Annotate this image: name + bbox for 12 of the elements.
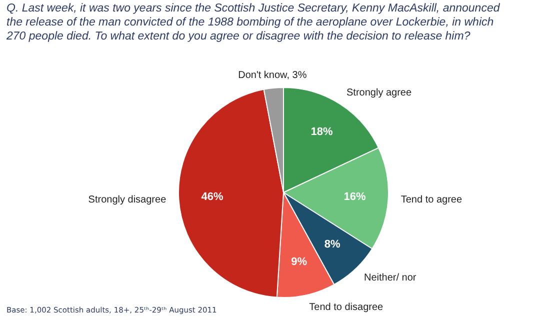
slice-label: Tend to agree <box>400 194 462 206</box>
data-label: 9% <box>291 256 308 268</box>
data-label: 46% <box>201 190 224 203</box>
slice-label: Strongly disagree <box>88 194 167 206</box>
chart-title: Q. Last week, it was two years since the Scottish Justice Secretary, Kenny MacAskill, announced the release of the man convicted of the 1988 bombing of the aeroplane over Lockerbie, in which 270 people died. To what extent do you agree or disagree with the decision to release him? <box>6 2 500 42</box>
slice-label: Strongly agree <box>346 88 412 99</box>
data-label: 18% <box>310 126 333 138</box>
slice-label: Don't know, 3% <box>238 70 307 81</box>
data-label: 8% <box>324 238 341 251</box>
slice-label: Neither/ nor <box>364 272 417 284</box>
slice-label: Tend to disagree <box>309 302 384 313</box>
data-label: 16% <box>344 190 366 203</box>
